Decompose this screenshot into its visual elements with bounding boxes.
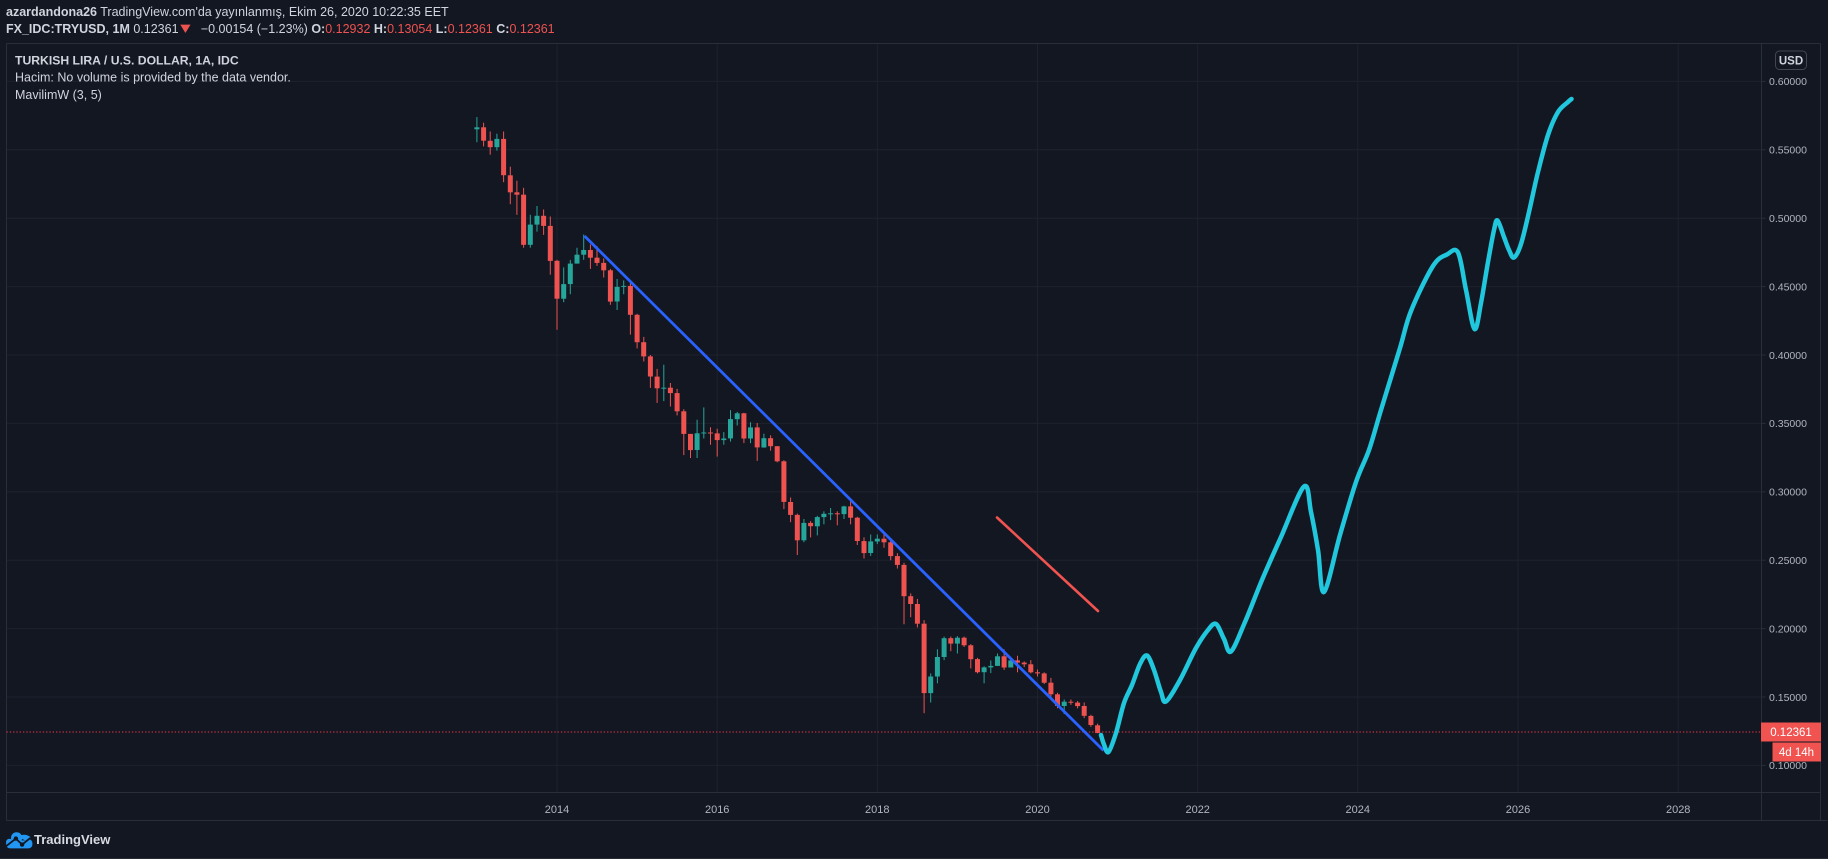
svg-text:TURKISH LIRA / U.S. DOLLAR, 1A: TURKISH LIRA / U.S. DOLLAR, 1A, IDC	[15, 54, 239, 68]
svg-text:4d 14h: 4d 14h	[1779, 747, 1814, 759]
svg-text:0.20000: 0.20000	[1769, 623, 1807, 635]
svg-text:0.55000: 0.55000	[1769, 145, 1807, 157]
svg-text:2026: 2026	[1506, 804, 1530, 816]
svg-text:0.50000: 0.50000	[1769, 213, 1807, 225]
svg-text:0.12361: 0.12361	[1770, 727, 1812, 739]
svg-text:2022: 2022	[1185, 804, 1209, 816]
svg-text:azardandona26 TradingView.com': azardandona26 TradingView.com'da yayınla…	[6, 5, 449, 19]
svg-text:0.30000: 0.30000	[1769, 487, 1807, 499]
svg-text:2014: 2014	[545, 804, 569, 816]
svg-text:0.10000: 0.10000	[1769, 760, 1807, 772]
svg-text:Hacim: No volume is provided b: Hacim: No volume is provided by the data…	[15, 71, 291, 85]
svg-text:2028: 2028	[1666, 804, 1690, 816]
svg-text:FX_IDC:TRYUSD, 1M 0.12361 ▼ −: FX_IDC:TRYUSD, 1M 0.12361 ▼ −0.00154 (−1…	[6, 20, 555, 37]
svg-text:2018: 2018	[865, 804, 889, 816]
svg-text:MavilimW (3, 5): MavilimW (3, 5)	[15, 88, 102, 102]
svg-text:0.60000: 0.60000	[1769, 76, 1807, 88]
svg-text:0.25000: 0.25000	[1769, 555, 1807, 567]
svg-text:0.15000: 0.15000	[1769, 692, 1807, 704]
svg-text:0.45000: 0.45000	[1769, 281, 1807, 293]
svg-text:0.40000: 0.40000	[1769, 350, 1807, 362]
svg-text:TradingView: TradingView	[34, 832, 111, 847]
svg-text:2016: 2016	[705, 804, 729, 816]
svg-text:0.35000: 0.35000	[1769, 418, 1807, 430]
svg-text:2020: 2020	[1025, 804, 1049, 816]
svg-text:USD: USD	[1779, 56, 1803, 68]
svg-text:2024: 2024	[1346, 804, 1370, 816]
